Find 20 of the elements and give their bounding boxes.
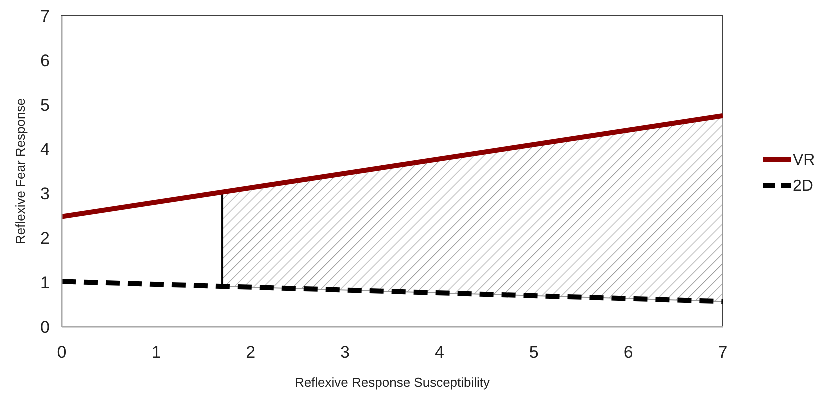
y-tick-label: 6 bbox=[40, 51, 50, 70]
x-tick-label: 2 bbox=[246, 343, 256, 362]
y-tick-label: 3 bbox=[40, 184, 50, 204]
x-tick-label: 7 bbox=[718, 343, 728, 362]
legend-label: 2D bbox=[793, 178, 814, 196]
y-axis-title: Reflexive Fear Response bbox=[13, 98, 28, 244]
y-tick-label: 0 bbox=[40, 318, 50, 337]
x-tick-label: 3 bbox=[340, 343, 350, 362]
x-tick-label: 6 bbox=[624, 343, 634, 362]
y-tick-label: 1 bbox=[40, 274, 50, 293]
x-tick-label: 1 bbox=[152, 343, 162, 362]
x-axis-title: Reflexive Response Susceptibility bbox=[294, 375, 491, 390]
legend-label: VR bbox=[793, 152, 816, 170]
x-tick-label: 0 bbox=[57, 343, 67, 362]
y-tick-label: 5 bbox=[40, 96, 50, 115]
y-tick-label: 2 bbox=[40, 229, 50, 248]
y-tick-label: 4 bbox=[40, 140, 50, 160]
y-tick-label: 7 bbox=[40, 6, 50, 26]
x-tick-label: 4 bbox=[434, 343, 444, 362]
x-tick-label: 5 bbox=[529, 343, 539, 362]
